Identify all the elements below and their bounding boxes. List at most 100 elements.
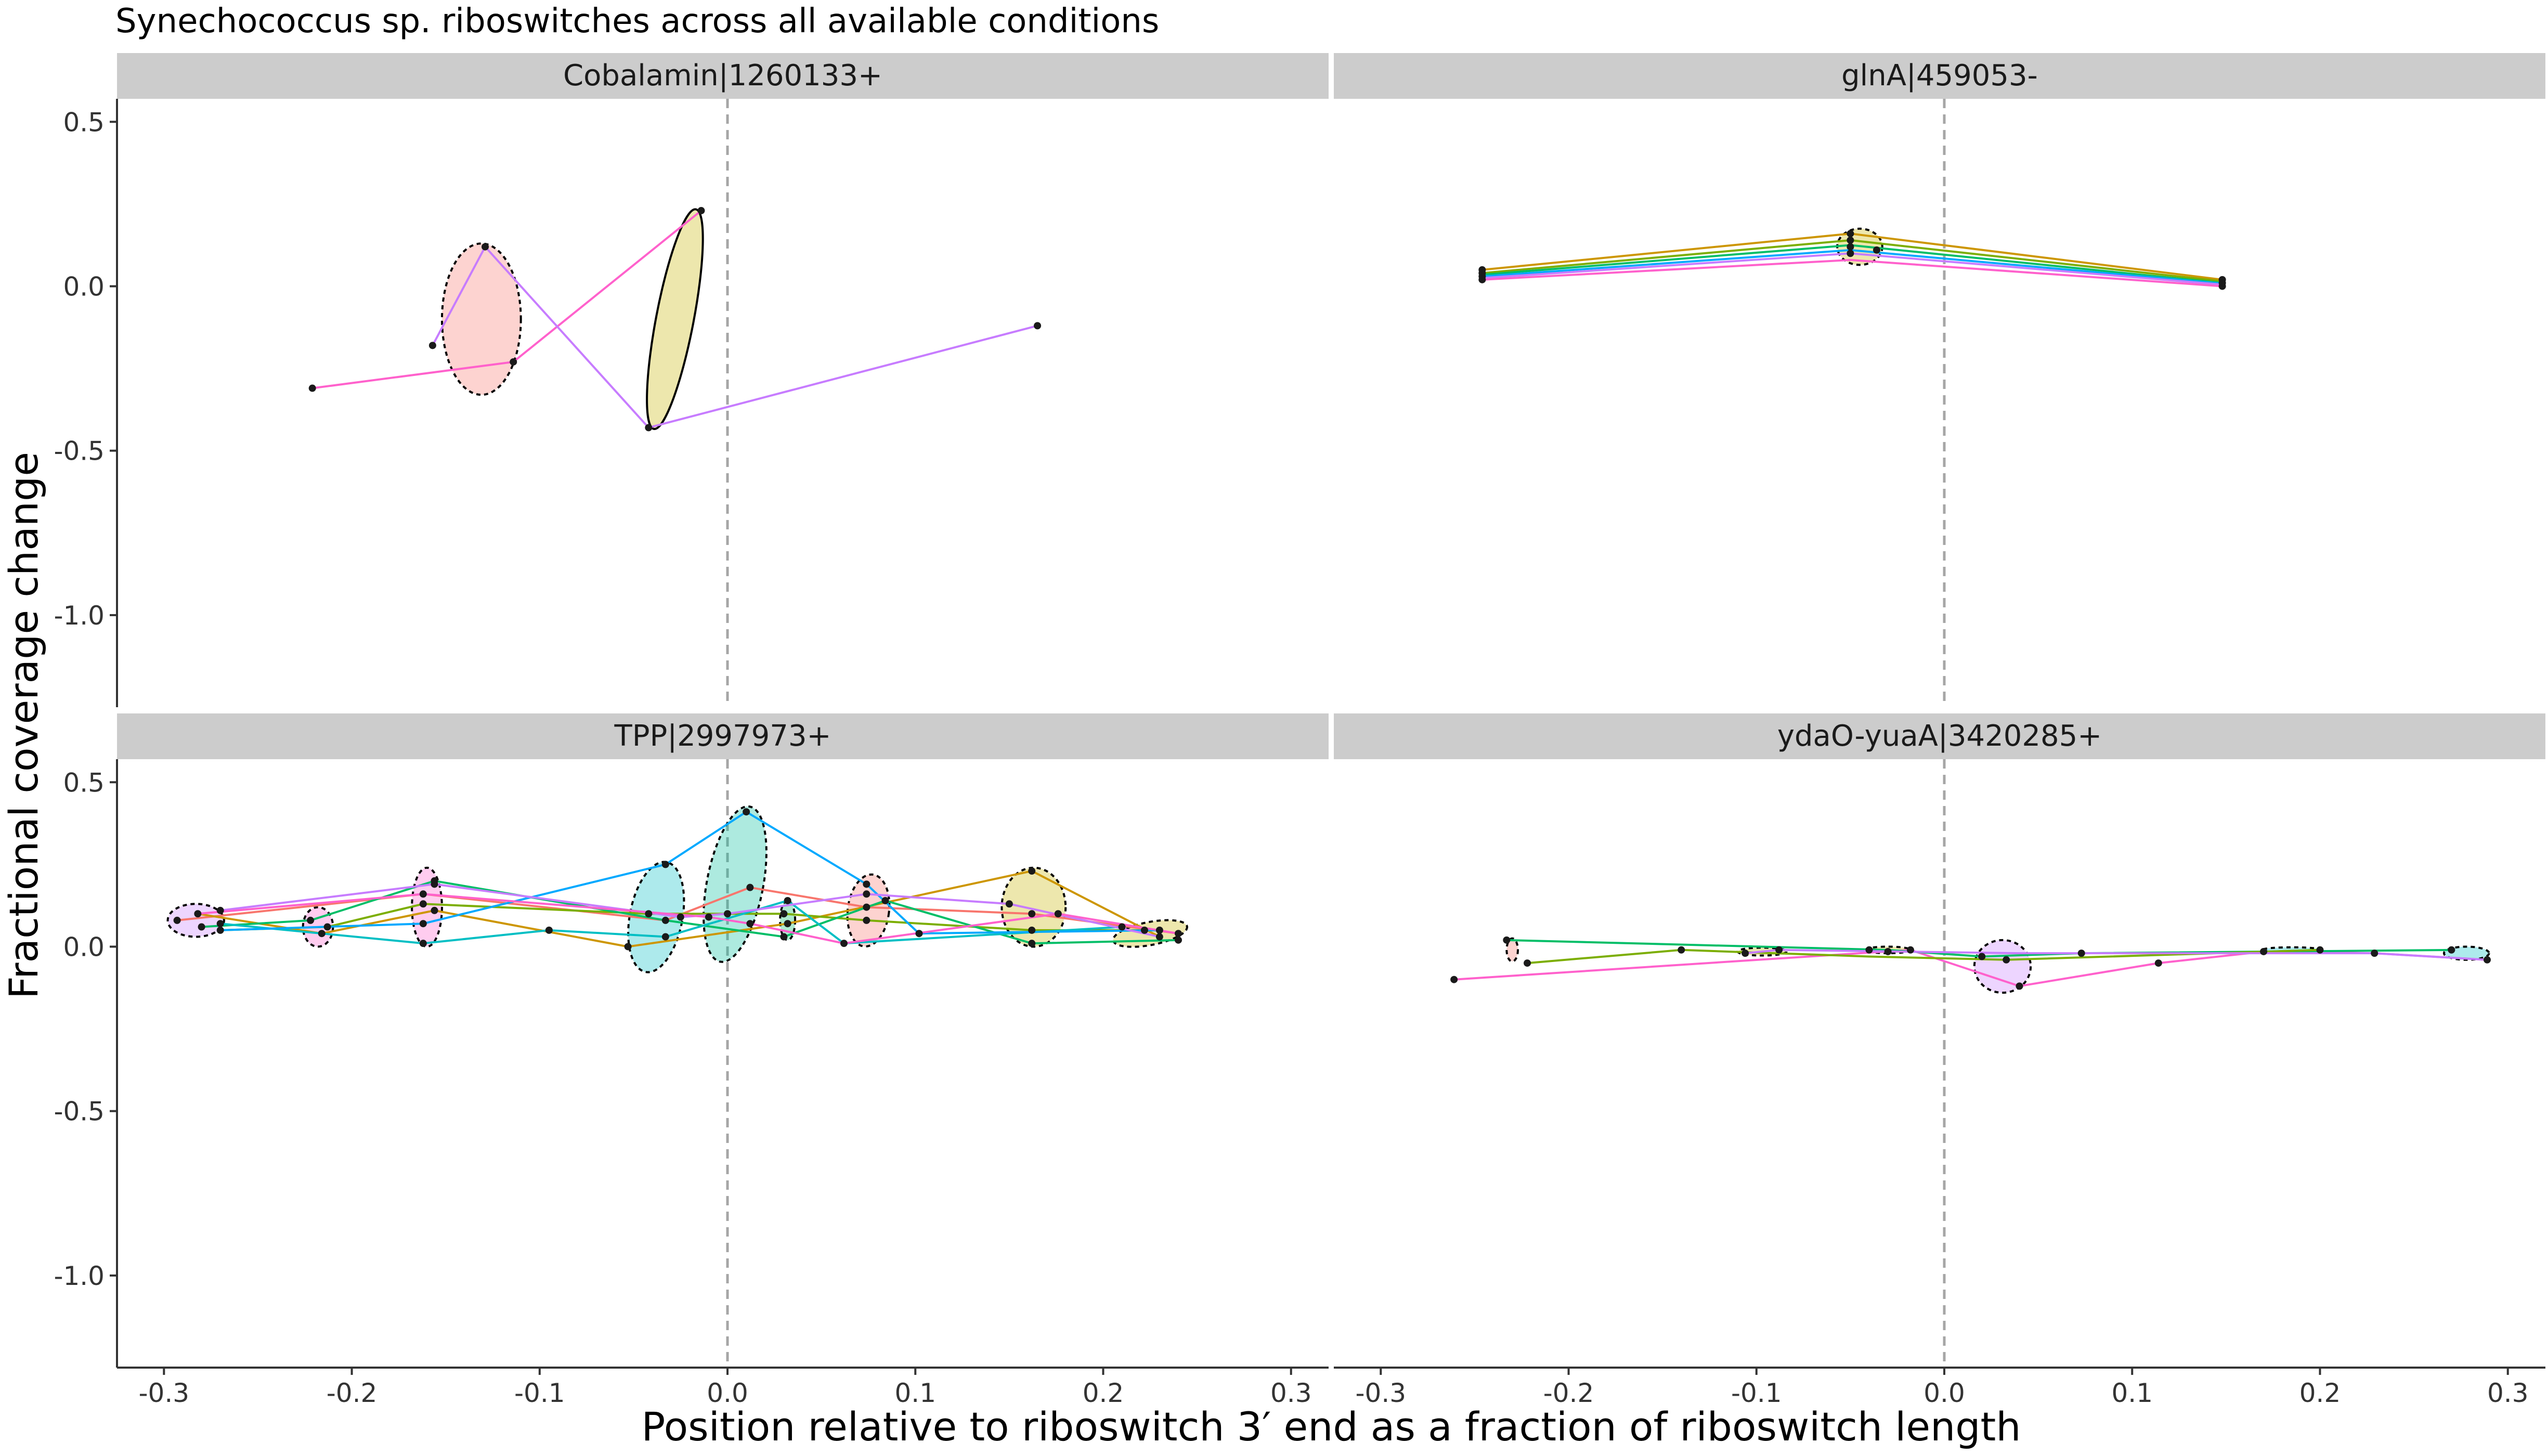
facet-panel: Cobalamin|1260133+ 0.5 0.0 -0.5 -1.0 (54, 53, 1329, 707)
y-tick-label: -0.5 (54, 436, 105, 466)
data-point (216, 926, 224, 934)
data-point (2016, 982, 2023, 990)
data-point (1054, 910, 1062, 918)
facet-strip-label: ydaO-yuaA|3420285+ (1777, 719, 2102, 753)
data-point (645, 910, 653, 918)
y-tick-label: 0.0 (63, 271, 105, 302)
data-point (1034, 322, 1042, 330)
x-tick-label: 0.1 (2112, 1378, 2153, 1408)
data-point (1678, 946, 1685, 954)
facet-strip-label: TPP|2997973+ (614, 719, 831, 753)
y-tick-label: 0.5 (63, 107, 105, 137)
x-tick-label: 0.3 (1270, 1378, 1312, 1408)
data-point (2218, 282, 2226, 290)
y-axis-label: Fractional coverage change (1, 452, 47, 999)
series-line (201, 879, 1179, 945)
x-tick-label: -0.3 (139, 1378, 190, 1408)
y-tick-label: -1.0 (54, 1261, 105, 1291)
data-point (840, 940, 848, 947)
data-point (677, 913, 684, 921)
data-point (724, 910, 732, 918)
data-point (1118, 923, 1126, 931)
facet-panel: ydaO-yuaA|3420285+ -0.3 -0.2 -0.1 0.0 0.1 0.2 0… (1334, 713, 2545, 1408)
data-point (881, 896, 889, 904)
data-point (1155, 933, 1163, 941)
facet-strip (1334, 53, 2545, 99)
data-point (1450, 976, 1458, 983)
data-point (1005, 900, 1013, 908)
data-point (697, 207, 705, 215)
facet-strip (117, 53, 1329, 99)
x-tick-label: 0.3 (2487, 1378, 2529, 1408)
data-point (428, 342, 436, 349)
data-point (1478, 276, 1486, 283)
x-tick-label: 0.2 (2299, 1378, 2341, 1408)
data-point (746, 920, 754, 928)
facet-panel: glnA|459053- (1334, 53, 2545, 707)
data-point (705, 913, 712, 921)
data-point (746, 883, 754, 891)
data-point (1524, 959, 1531, 967)
data-point (318, 930, 326, 938)
x-tick-label: 0.0 (1923, 1378, 1965, 1408)
facet-strip (117, 713, 1329, 759)
x-tick-label: 0.0 (707, 1378, 748, 1408)
data-point (863, 880, 870, 888)
data-point (1847, 230, 1854, 238)
data-point (419, 940, 427, 947)
data-point (661, 861, 669, 868)
facet-strip-label: Cobalamin|1260133+ (563, 59, 882, 93)
data-point (1175, 936, 1182, 944)
data-point (431, 906, 438, 914)
data-point (1978, 953, 1986, 960)
data-point (194, 910, 202, 918)
data-point (419, 890, 427, 898)
confidence-ellipse (2442, 945, 2490, 961)
data-point (2371, 950, 2378, 957)
y-tick-label: -1.0 (54, 601, 105, 631)
data-point (307, 916, 315, 924)
data-point (1775, 946, 1783, 954)
data-point (198, 923, 205, 931)
x-tick-label: -0.2 (327, 1378, 378, 1408)
data-point (2154, 959, 2162, 967)
data-point (216, 920, 224, 928)
data-point (419, 920, 427, 928)
data-point (624, 943, 632, 951)
x-tick-label: -0.1 (1731, 1378, 1782, 1408)
facet-panels: Cobalamin|1260133+ 0.5 0.0 -0.5 -1.0 glnA|459… (54, 53, 2545, 1408)
data-point (1907, 946, 1915, 954)
x-tick-label: 0.1 (895, 1378, 937, 1408)
data-point (915, 930, 923, 938)
data-point (1028, 867, 1036, 875)
series-line (1482, 258, 2222, 288)
x-axis-label: Position relative to riboswitch 3′ end a… (641, 1403, 2021, 1450)
data-point (863, 903, 870, 911)
series-line (1527, 948, 2320, 965)
data-point (173, 916, 181, 924)
data-point (1741, 950, 1749, 957)
data-point (2077, 950, 2085, 957)
data-point (1503, 936, 1511, 944)
x-tick-label: -0.1 (514, 1378, 565, 1408)
data-point (780, 910, 788, 918)
y-tick-label: 0.5 (63, 768, 105, 798)
data-point (645, 424, 653, 432)
facet-strip-label: glnA|459053- (1841, 59, 2038, 93)
data-point (1865, 946, 1873, 954)
data-point (863, 890, 870, 898)
x-tick-label: -0.3 (1356, 1378, 1407, 1408)
data-point (1873, 246, 1880, 254)
data-point (308, 384, 316, 392)
data-point (2003, 956, 2010, 964)
data-point (1847, 236, 1854, 244)
y-tick-label: 0.0 (63, 932, 105, 962)
series-line (1745, 948, 2488, 961)
data-point (510, 358, 517, 366)
x-tick-label: -0.2 (1543, 1378, 1594, 1408)
facet-panel: TPP|2997973+ 0.5 0.0 -0.5 -1.0 -0.3 -0.2 -0.1 0.… (54, 713, 1329, 1408)
confidence-ellipse (646, 208, 704, 431)
data-point (323, 923, 331, 931)
data-point (1847, 250, 1854, 257)
data-point (2260, 947, 2268, 955)
